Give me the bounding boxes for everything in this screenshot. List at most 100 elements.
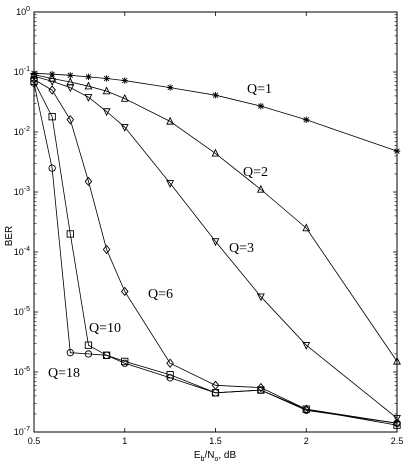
y-tick-label: 10-6: [14, 366, 30, 377]
x-axis-label-mid: /N: [204, 450, 214, 461]
y-tick-label-base: 10: [14, 427, 24, 437]
marker-triangle-down: [120, 124, 129, 132]
y-tick-label-exponent: -1: [24, 66, 30, 73]
marker-triangle-down: [211, 238, 220, 247]
y-tick-label-base: 10: [14, 67, 24, 77]
x-tick-label: 1: [122, 436, 127, 446]
marker-circle: [166, 374, 174, 382]
marker-triangle-up: [30, 70, 38, 78]
marker-triangle-down: [393, 415, 401, 423]
marker-diamond: [166, 358, 174, 368]
tick-marks: [33, 11, 398, 433]
marker-triangle-down: [30, 73, 38, 81]
series-labels: Q=1 Q=2 Q=3 Q=6 Q=10 Q=18: [48, 82, 272, 381]
marker-circle: [66, 349, 74, 357]
x-tick-label: 1.5: [209, 436, 222, 446]
series-label-q10: Q=10: [89, 321, 121, 336]
plot-area: [33, 11, 398, 433]
marker-triangle-up: [166, 116, 175, 125]
marker-circle: [30, 79, 38, 87]
y-tick-label: 10-1: [14, 66, 30, 77]
y-tick-label: 10-7: [14, 426, 30, 437]
marker-triangle-down: [48, 78, 57, 87]
y-tick-label-base: 10: [14, 127, 24, 137]
x-axis-label-main: E: [194, 450, 201, 461]
marker-diamond: [66, 115, 75, 125]
series-lines: [33, 72, 398, 426]
y-tick-label-exponent: -5: [24, 306, 30, 313]
y-tick-label-base: 10: [14, 367, 24, 377]
series-label-q18: Q=18: [48, 366, 80, 381]
y-tick-label-exponent: -7: [24, 426, 30, 433]
tick-labels: 0.5 1 1.5 2 2.510010-110-210-310-410-510-610…: [14, 6, 403, 446]
series-line-q2: [33, 74, 398, 362]
marker-star: [67, 72, 74, 79]
marker-square: [48, 113, 56, 121]
series-line-q6: [33, 79, 398, 424]
marker-square: [66, 230, 74, 238]
marker-star: [121, 77, 128, 84]
marker-triangle-down: [102, 108, 111, 117]
y-tick-label-base: 10: [14, 247, 24, 257]
marker-diamond: [84, 176, 93, 187]
marker-triangle-up: [302, 223, 311, 232]
x-axis-label-tail: , dB: [218, 450, 236, 461]
series-line-q18: [33, 83, 398, 424]
marker-star: [166, 84, 174, 91]
marker-circle: [393, 419, 401, 427]
marker-triangle-down: [166, 180, 175, 188]
marker-circle: [102, 351, 111, 359]
marker-square: [393, 421, 401, 429]
marker-diamond: [120, 286, 129, 297]
marker-circle: [257, 386, 265, 394]
marker-circle: [48, 164, 56, 172]
y-tick-label-exponent: -4: [24, 246, 30, 253]
y-tick-label: 10-4: [14, 246, 30, 257]
marker-square: [166, 371, 174, 379]
marker-triangle-down: [66, 84, 75, 93]
marker-triangle-up: [211, 148, 220, 157]
marker-square: [121, 357, 129, 366]
marker-circle: [211, 389, 220, 397]
marker-circle: [302, 406, 310, 414]
x-tick-label: 0.5: [28, 436, 41, 446]
marker-triangle-up: [84, 81, 93, 90]
marker-square: [30, 77, 38, 85]
marker-circle: [84, 350, 93, 358]
x-axis-label: Eb/No, dB: [194, 450, 237, 463]
y-tick-label: 10-5: [14, 306, 30, 317]
x-tick-label: 2: [304, 436, 309, 446]
y-tick-label-exponent: -2: [24, 126, 30, 133]
y-tick-label: 10-2: [14, 126, 30, 137]
x-tick-label: 2.5: [391, 436, 403, 446]
y-tick-label-exponent: -6: [24, 366, 30, 373]
marker-star: [212, 92, 219, 99]
marker-star: [393, 147, 401, 155]
series-line-q3: [33, 75, 398, 419]
marker-triangle-down: [84, 94, 93, 102]
series-label-q3: Q=3: [229, 241, 254, 256]
marker-diamond: [48, 85, 56, 95]
marker-diamond: [257, 382, 265, 393]
marker-triangle-up: [102, 86, 111, 95]
marker-star: [257, 102, 265, 110]
marker-star: [85, 73, 92, 81]
y-tick-label: 100: [16, 6, 30, 17]
marker-triangle-up: [48, 73, 57, 82]
y-tick-label-base: 10: [14, 307, 24, 317]
marker-triangle-up: [256, 184, 265, 193]
y-tick-label-exponent: 0: [26, 6, 30, 13]
marker-square: [84, 341, 93, 349]
x-axis-label-sub1: b: [201, 456, 205, 463]
x-axis-label-sub2: o: [214, 456, 218, 463]
y-tick-label-exponent: -3: [24, 186, 30, 193]
marker-circle: [121, 359, 129, 367]
series-label-q1: Q=1: [247, 82, 272, 97]
marker-diamond: [102, 244, 111, 255]
y-tick-label-base: 10: [16, 7, 26, 17]
marker-triangle-up: [393, 356, 401, 365]
series-label-q2: Q=2: [243, 165, 268, 180]
y-axis-label: BER: [4, 226, 15, 247]
series-markers: [30, 70, 401, 429]
